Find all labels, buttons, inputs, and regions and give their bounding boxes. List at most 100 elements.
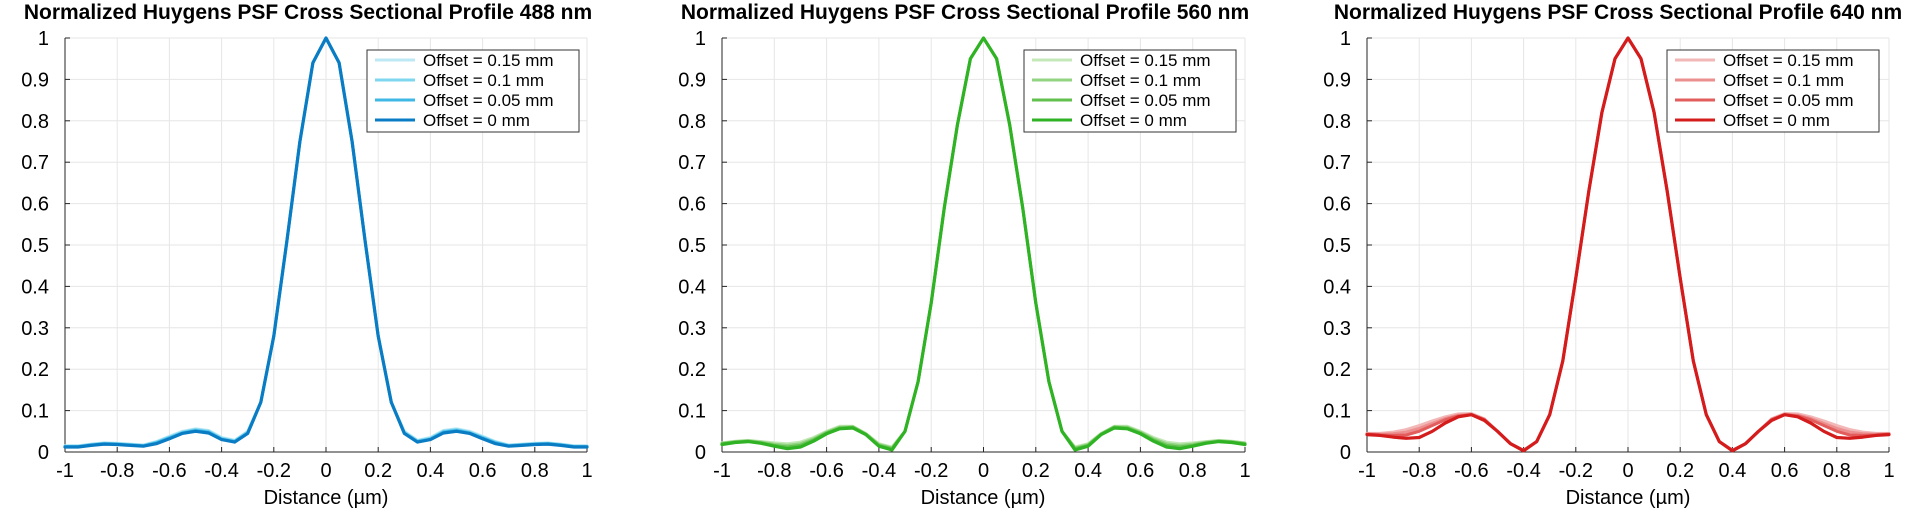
x-tick-label: 0.2 [1666, 460, 1694, 482]
y-tick-label: 0.7 [1323, 152, 1351, 174]
legend-label: Offset = 0 mm [1080, 111, 1187, 130]
y-tick-label: 0.2 [1323, 359, 1351, 381]
series-line [63, 36, 589, 449]
x-tick-label: -0.4 [204, 460, 238, 482]
x-tick-label: 0.6 [1126, 460, 1154, 482]
y-tick-label: 0.8 [1323, 111, 1351, 133]
chart-panel-488: Normalized Huygens PSF Cross Sectional P… [21, 1, 592, 509]
chart-panel-640: Normalized Huygens PSF Cross Sectional P… [1323, 1, 1902, 509]
x-tick-label: 0.8 [1179, 460, 1207, 482]
chart-title: Normalized Huygens PSF Cross Sectional P… [681, 1, 1249, 24]
legend-box [1666, 49, 1880, 133]
x-axis-label: Distance (µm) [921, 487, 1046, 509]
y-tick-label: 0.5 [1323, 235, 1351, 257]
y-tick-label: 0.5 [678, 235, 706, 257]
y-tick-label: 1 [695, 28, 706, 50]
y-tick-label: 0.3 [678, 318, 706, 340]
legend-label: Offset = 0.15 mm [1080, 51, 1211, 70]
series-lines [1365, 36, 1891, 453]
x-tick-label: 0.2 [1022, 460, 1050, 482]
y-tick-label: 1 [1340, 28, 1351, 50]
y-tick-label: 1 [38, 28, 49, 50]
chart-title: Normalized Huygens PSF Cross Sectional P… [24, 1, 592, 24]
series-line [720, 36, 1247, 452]
y-tick-labels: 0 0.1 0.2 0.3 0.4 0.5 0.6 0.7 0.8 0.9 1 [678, 28, 706, 464]
x-tick-label: -0.8 [757, 460, 791, 482]
x-tick-label: -0.8 [100, 460, 134, 482]
y-tick-label: 0.1 [21, 401, 49, 423]
legend-label: Offset = 0.15 mm [423, 51, 554, 70]
x-tick-label: -0.2 [1559, 460, 1593, 482]
y-tick-label: 0 [38, 442, 49, 464]
y-tick-label: 0.4 [678, 276, 706, 298]
y-tick-label: 0.4 [1323, 276, 1351, 298]
x-tick-label: 0.4 [1074, 460, 1102, 482]
x-tick-label: -0.4 [862, 460, 896, 482]
legend-label: Offset = 0.1 mm [1723, 71, 1844, 90]
legend-label: Offset = 0 mm [423, 111, 530, 130]
x-tick-label: -1 [56, 460, 74, 482]
chart-title: Normalized Huygens PSF Cross Sectional P… [1334, 1, 1902, 24]
x-tick-label: 0.6 [1771, 460, 1799, 482]
x-tick-label: -0.6 [809, 460, 843, 482]
legend-label: Offset = 0.05 mm [1723, 91, 1854, 110]
y-tick-label: 0.3 [1323, 318, 1351, 340]
y-tick-label: 0.5 [21, 235, 49, 257]
x-tick-label: 0.2 [364, 460, 392, 482]
x-tick-label: 0.4 [416, 460, 444, 482]
y-tick-label: 0.6 [21, 194, 49, 216]
y-tick-label: 0.6 [1323, 194, 1351, 216]
x-axis-label: Distance (µm) [264, 487, 389, 509]
y-tick-label: 0.7 [21, 152, 49, 174]
legend-label: Offset = 0.1 mm [1080, 71, 1201, 90]
legend-label: Offset = 0.05 mm [423, 91, 554, 110]
y-tick-labels: 0 0.1 0.2 0.3 0.4 0.5 0.6 0.7 0.8 0.9 1 [21, 28, 49, 464]
axes-box [721, 37, 1246, 453]
axes-box [1366, 37, 1890, 453]
y-tick-label: 0 [1340, 442, 1351, 464]
y-tick-label: 0.8 [678, 111, 706, 133]
y-tick-label: 0.1 [678, 401, 706, 423]
x-tick-label: -0.2 [257, 460, 291, 482]
series-line [1365, 36, 1891, 453]
y-tick-label: 0.2 [21, 359, 49, 381]
chart-panel-560: Normalized Huygens PSF Cross Sectional P… [678, 1, 1250, 509]
x-tick-label: -1 [1358, 460, 1376, 482]
x-tick-labels: -1 -0.8 -0.6 -0.4 -0.2 0 0.2 0.4 0.6 0.8 1 [713, 460, 1250, 482]
x-tick-label: 1 [1239, 460, 1250, 482]
x-tick-label: 0 [978, 460, 989, 482]
series-lines [720, 36, 1247, 452]
x-tick-label: 1 [581, 460, 592, 482]
y-tick-labels: 0 0.1 0.2 0.3 0.4 0.5 0.6 0.7 0.8 0.9 1 [1323, 28, 1351, 464]
x-tick-label: 0.4 [1718, 460, 1746, 482]
legend-label: Offset = 0 mm [1723, 111, 1830, 130]
series-lines [63, 36, 589, 449]
y-tick-label: 0.7 [678, 152, 706, 174]
legend-label: Offset = 0.15 mm [1723, 51, 1854, 70]
x-tick-label: 1 [1883, 460, 1894, 482]
x-tick-label: 0 [320, 460, 331, 482]
x-tick-label: -1 [713, 460, 731, 482]
x-axis-label: Distance (µm) [1566, 487, 1691, 509]
x-tick-labels: -1 -0.8 -0.6 -0.4 -0.2 0 0.2 0.4 0.6 0.8 1 [1358, 460, 1894, 482]
x-tick-label: -0.2 [914, 460, 948, 482]
x-tick-label: 0 [1622, 460, 1633, 482]
axes-box [64, 37, 588, 453]
y-tick-label: 0.9 [1323, 69, 1351, 91]
x-tick-label: -0.8 [1402, 460, 1436, 482]
x-tick-label: -0.4 [1506, 460, 1540, 482]
y-tick-label: 0.4 [21, 276, 49, 298]
x-tick-label: -0.6 [1454, 460, 1488, 482]
y-tick-label: 0.9 [21, 69, 49, 91]
y-tick-label: 0.8 [21, 111, 49, 133]
y-tick-label: 0.1 [1323, 401, 1351, 423]
y-tick-label: 0.3 [21, 318, 49, 340]
x-tick-labels: -1 -0.8 -0.6 -0.4 -0.2 0 0.2 0.4 0.6 0.8 1 [56, 460, 592, 482]
x-tick-label: 0.8 [1823, 460, 1851, 482]
x-tick-label: 0.6 [469, 460, 497, 482]
legend-label: Offset = 0.05 mm [1080, 91, 1211, 110]
x-tick-label: 0.8 [521, 460, 549, 482]
legend-box [1023, 49, 1237, 133]
